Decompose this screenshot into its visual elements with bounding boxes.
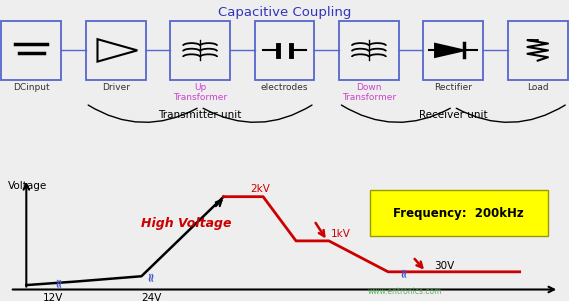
Text: Up
Transformer: Up Transformer xyxy=(173,83,227,102)
Text: High Voltage: High Voltage xyxy=(142,217,232,230)
Bar xyxy=(86,20,146,80)
Text: 30V: 30V xyxy=(434,261,455,271)
Text: electrodes: electrodes xyxy=(261,83,308,92)
Bar xyxy=(2,20,61,80)
Text: Transmitter unit: Transmitter unit xyxy=(158,110,242,120)
Polygon shape xyxy=(435,44,464,57)
Text: DCinput: DCinput xyxy=(13,83,50,92)
Text: Voltage: Voltage xyxy=(8,181,47,191)
FancyBboxPatch shape xyxy=(370,191,547,237)
Bar xyxy=(508,20,568,80)
Text: www.entronics.com: www.entronics.com xyxy=(368,287,442,296)
Text: Rectifier: Rectifier xyxy=(434,83,472,92)
Bar xyxy=(254,20,314,80)
Text: ≈: ≈ xyxy=(53,276,65,287)
Bar xyxy=(423,20,483,80)
Text: Receiver unit: Receiver unit xyxy=(419,110,488,120)
Text: Driver: Driver xyxy=(102,83,130,92)
Text: Load: Load xyxy=(527,83,549,92)
Text: Down
Transformer: Down Transformer xyxy=(342,83,396,102)
Text: 2kV: 2kV xyxy=(250,184,270,194)
Text: 1kV: 1kV xyxy=(331,229,351,239)
Text: Capacitive Coupling: Capacitive Coupling xyxy=(218,6,351,19)
Bar xyxy=(170,20,230,80)
Bar xyxy=(339,20,399,80)
Text: ≈: ≈ xyxy=(398,267,411,277)
Text: 24V: 24V xyxy=(141,293,162,301)
Text: Frequency:  200kHz: Frequency: 200kHz xyxy=(393,207,524,220)
Text: 12V: 12V xyxy=(43,293,63,301)
Text: ≈: ≈ xyxy=(145,271,158,281)
